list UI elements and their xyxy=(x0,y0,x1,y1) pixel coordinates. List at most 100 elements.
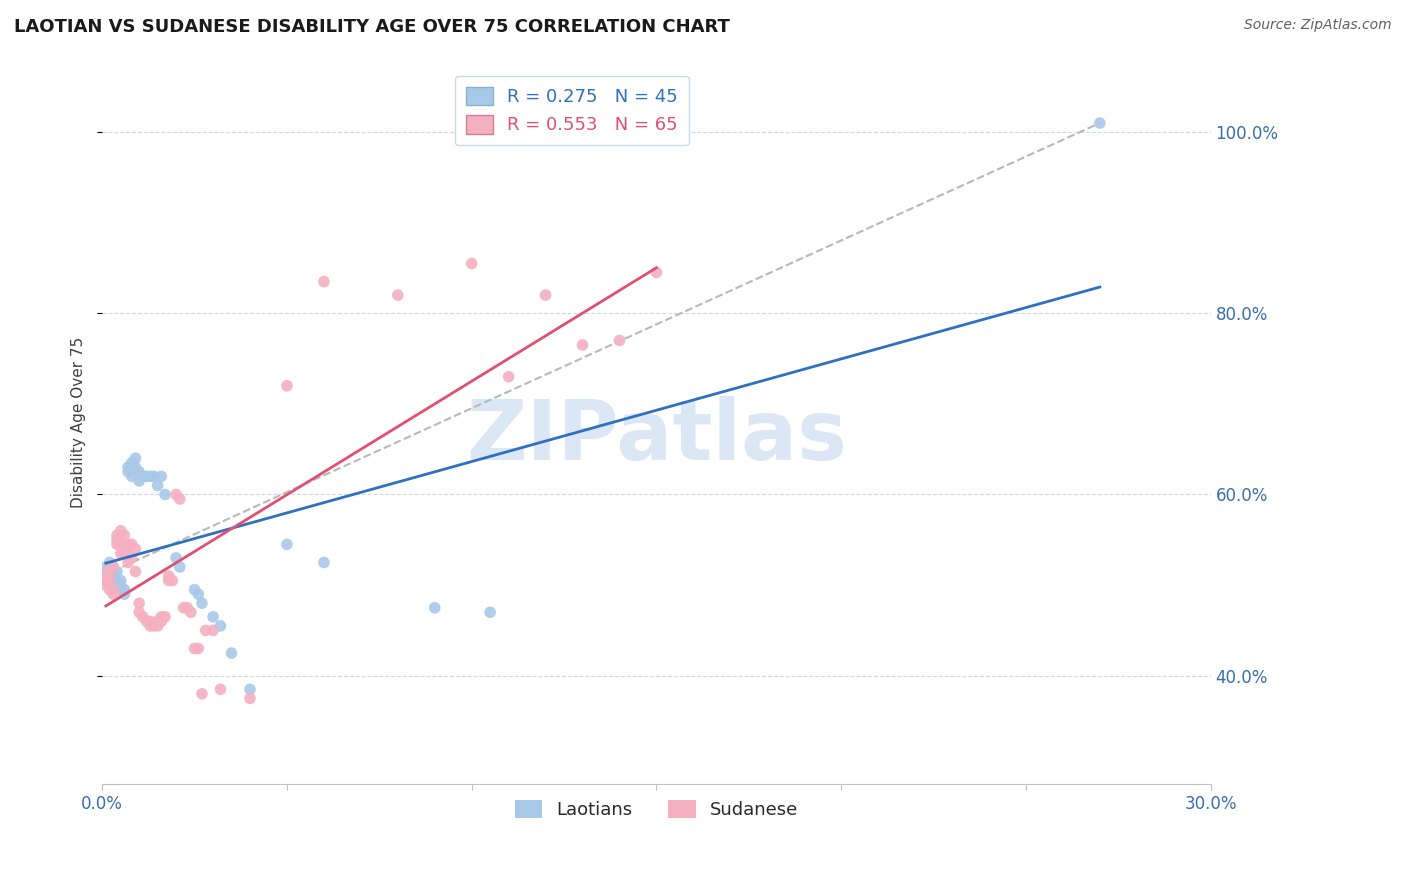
Legend: Laotians, Sudanese: Laotians, Sudanese xyxy=(508,792,806,826)
Point xyxy=(609,334,631,348)
Point xyxy=(645,266,668,280)
Point xyxy=(191,596,214,610)
Text: ZIPatlas: ZIPatlas xyxy=(465,396,846,477)
Point xyxy=(121,456,143,470)
Point xyxy=(98,560,121,574)
Point xyxy=(202,609,225,624)
Point xyxy=(110,578,132,592)
Point xyxy=(128,474,150,488)
Point xyxy=(135,469,157,483)
Point xyxy=(150,469,173,483)
Point xyxy=(423,600,446,615)
Point xyxy=(94,560,117,574)
Point xyxy=(202,624,225,638)
Point xyxy=(128,465,150,479)
Point xyxy=(117,537,139,551)
Point xyxy=(128,605,150,619)
Point xyxy=(103,569,125,583)
Point xyxy=(132,469,155,483)
Point xyxy=(139,469,162,483)
Point xyxy=(112,537,135,551)
Point xyxy=(209,682,232,697)
Point xyxy=(94,565,117,579)
Point xyxy=(183,641,205,656)
Point xyxy=(110,582,132,597)
Point xyxy=(157,574,180,588)
Point xyxy=(165,550,187,565)
Point xyxy=(209,619,232,633)
Point xyxy=(110,574,132,588)
Point xyxy=(460,256,482,270)
Point xyxy=(534,288,557,302)
Point xyxy=(110,537,132,551)
Point xyxy=(105,565,128,579)
Point xyxy=(194,624,217,638)
Point xyxy=(94,565,117,579)
Point xyxy=(103,560,125,574)
Point xyxy=(571,338,593,352)
Point xyxy=(387,288,409,302)
Point xyxy=(124,451,146,466)
Point xyxy=(110,546,132,560)
Point xyxy=(110,524,132,538)
Point xyxy=(479,605,502,619)
Point xyxy=(276,378,298,392)
Point xyxy=(153,487,176,501)
Point xyxy=(112,546,135,560)
Point xyxy=(132,609,155,624)
Point xyxy=(121,550,143,565)
Point xyxy=(103,587,125,601)
Point xyxy=(221,646,243,660)
Point xyxy=(112,582,135,597)
Text: Source: ZipAtlas.com: Source: ZipAtlas.com xyxy=(1244,18,1392,32)
Point xyxy=(98,582,121,597)
Point xyxy=(105,528,128,542)
Point xyxy=(117,465,139,479)
Point xyxy=(169,491,191,506)
Point xyxy=(105,537,128,551)
Point xyxy=(239,691,262,706)
Point xyxy=(98,578,121,592)
Point xyxy=(157,569,180,583)
Point xyxy=(153,609,176,624)
Point xyxy=(142,469,165,483)
Point xyxy=(165,487,187,501)
Point xyxy=(183,582,205,597)
Point xyxy=(173,600,195,615)
Point xyxy=(142,619,165,633)
Point xyxy=(146,619,169,633)
Point xyxy=(312,275,335,289)
Point xyxy=(1088,116,1111,130)
Point xyxy=(187,587,209,601)
Point xyxy=(98,569,121,583)
Point xyxy=(312,556,335,570)
Point xyxy=(103,560,125,574)
Point xyxy=(112,587,135,601)
Point xyxy=(94,578,117,592)
Point xyxy=(121,469,143,483)
Point xyxy=(128,596,150,610)
Point xyxy=(124,460,146,475)
Point xyxy=(187,641,209,656)
Point xyxy=(239,682,262,697)
Point xyxy=(98,569,121,583)
Point xyxy=(105,578,128,592)
Point xyxy=(150,609,173,624)
Point xyxy=(146,478,169,492)
Point xyxy=(162,574,184,588)
Point xyxy=(176,600,198,615)
Point xyxy=(135,615,157,629)
Point xyxy=(105,574,128,588)
Point xyxy=(276,537,298,551)
Point xyxy=(124,541,146,556)
Point xyxy=(117,556,139,570)
Point xyxy=(124,565,146,579)
Point xyxy=(117,460,139,475)
Point xyxy=(103,582,125,597)
Point xyxy=(103,574,125,588)
Point xyxy=(98,556,121,570)
Point xyxy=(139,619,162,633)
Point xyxy=(150,615,173,629)
Y-axis label: Disability Age Over 75: Disability Age Over 75 xyxy=(72,336,86,508)
Text: LAOTIAN VS SUDANESE DISABILITY AGE OVER 75 CORRELATION CHART: LAOTIAN VS SUDANESE DISABILITY AGE OVER … xyxy=(14,18,730,36)
